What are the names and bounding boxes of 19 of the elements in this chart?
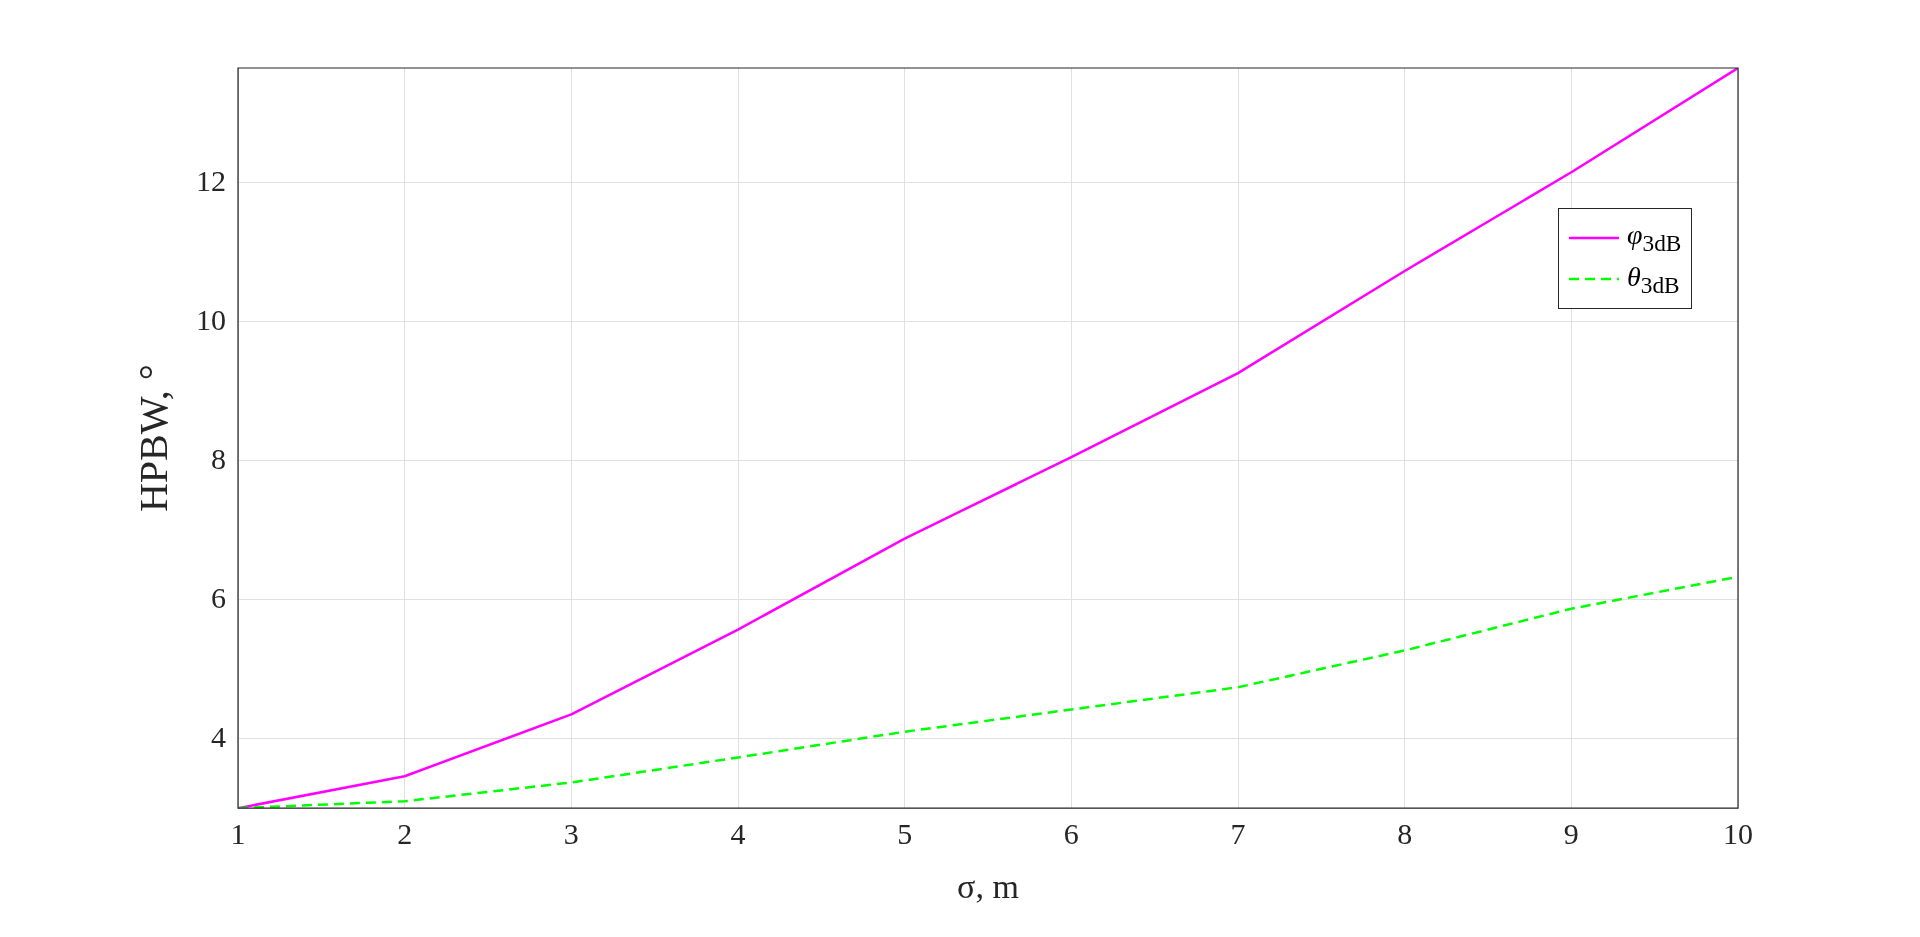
x-tick-label: 6 (1063, 817, 1079, 851)
x-tick-label: 7 (1230, 817, 1246, 851)
y-tick-label: 12 (196, 163, 226, 197)
y-tick-label: 4 (211, 719, 226, 753)
y-tick-label: 8 (211, 441, 226, 475)
y-tick-label: 6 (211, 580, 226, 614)
legend-label: θ$_{3dB}$ (1627, 260, 1680, 299)
y-tick-label: 10 (196, 302, 226, 336)
x-tick-label: 10 (1723, 817, 1753, 851)
x-tick-label: 4 (730, 817, 746, 851)
x-tick-label: 3 (563, 817, 579, 851)
x-axis-title: σ, m (957, 867, 1019, 905)
legend-label: φ$_{3dB}$ (1627, 219, 1682, 257)
x-tick-label: 2 (397, 817, 413, 851)
y-axis-title: HPBW, ° (130, 364, 176, 513)
x-tick-label: 1 (230, 817, 246, 851)
x-tick-label: 9 (1563, 817, 1579, 851)
x-tick-label: 8 (1397, 817, 1413, 851)
x-tick-label: 5 (897, 817, 913, 851)
